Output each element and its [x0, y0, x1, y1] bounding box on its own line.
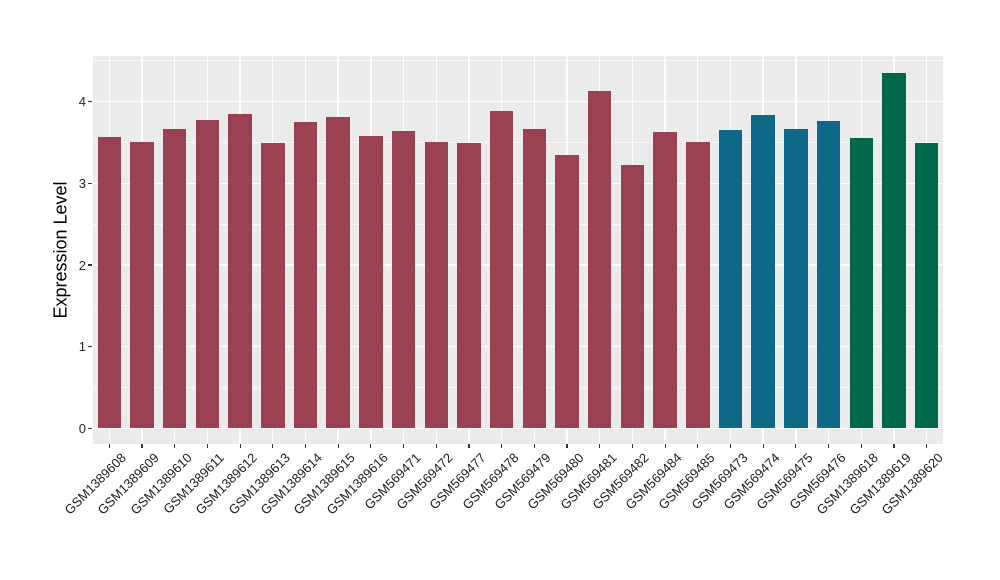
bar — [195, 119, 220, 429]
y-axis-title: Expression Level — [50, 181, 71, 319]
bar — [130, 141, 154, 429]
y-tick-mark — [88, 346, 92, 348]
bar — [555, 154, 579, 429]
bar — [424, 141, 449, 429]
bar — [914, 143, 939, 429]
y-tick-mark — [88, 182, 92, 184]
bar — [228, 113, 252, 429]
bar — [816, 121, 841, 429]
x-tick-mark — [435, 444, 437, 448]
x-tick-mark — [664, 444, 666, 448]
minor-gridline — [93, 223, 943, 225]
bar — [489, 110, 514, 429]
x-tick-mark — [272, 444, 274, 448]
y-tick-mark — [88, 427, 92, 429]
x-tick-mark — [893, 444, 895, 448]
minor-gridline — [93, 142, 943, 143]
y-tick-mark — [88, 101, 92, 103]
major-gridline — [93, 427, 943, 429]
y-tick-label: 4 — [78, 94, 86, 110]
major-gridline — [93, 182, 943, 185]
x-tick-mark — [501, 444, 503, 448]
x-tick-mark — [174, 444, 176, 448]
x-tick-mark — [697, 444, 699, 448]
bar — [97, 136, 122, 429]
major-gridline — [93, 345, 943, 348]
x-tick-mark — [402, 444, 405, 448]
x-tick-mark — [827, 444, 830, 448]
x-tick-mark — [599, 444, 601, 448]
x-tick-mark — [533, 444, 535, 448]
x-tick-mark — [566, 444, 568, 448]
bar — [686, 141, 710, 429]
x-tick-mark — [729, 444, 732, 448]
x-tick-mark — [795, 444, 797, 448]
y-tick-label: 1 — [78, 339, 86, 355]
bar — [522, 128, 547, 429]
y-tick-label: 2 — [78, 257, 86, 273]
x-tick-mark — [141, 444, 143, 448]
bar — [391, 131, 416, 429]
bar — [293, 122, 318, 429]
minor-gridline — [93, 60, 943, 62]
y-tick-label: 0 — [78, 420, 86, 436]
x-tick-mark — [370, 444, 372, 448]
x-tick-mark — [762, 444, 764, 448]
bar — [359, 135, 383, 429]
bar — [718, 130, 743, 429]
major-gridline — [93, 264, 943, 266]
x-tick-mark — [337, 444, 339, 448]
bar — [882, 73, 906, 429]
bar — [326, 117, 350, 429]
minor-gridline — [93, 305, 943, 307]
bar — [849, 137, 874, 429]
bar — [653, 131, 677, 429]
y-tick-mark — [88, 264, 92, 266]
y-tick-label: 3 — [78, 175, 86, 191]
x-tick-mark — [239, 444, 241, 448]
minor-gridline — [93, 387, 943, 388]
bar — [162, 128, 187, 429]
plot-area — [93, 56, 943, 444]
x-tick-mark — [468, 444, 470, 448]
major-gridline — [93, 101, 943, 103]
bar — [457, 143, 481, 429]
bar — [587, 91, 612, 429]
bar — [620, 165, 645, 429]
bar — [751, 114, 775, 429]
x-tick-mark — [108, 444, 110, 448]
bar — [784, 128, 808, 429]
x-tick-mark — [206, 444, 208, 448]
x-tick-mark — [860, 444, 862, 448]
bar — [261, 142, 285, 429]
x-tick-mark — [631, 444, 633, 448]
x-tick-mark — [926, 444, 928, 448]
x-tick-mark — [304, 444, 307, 448]
